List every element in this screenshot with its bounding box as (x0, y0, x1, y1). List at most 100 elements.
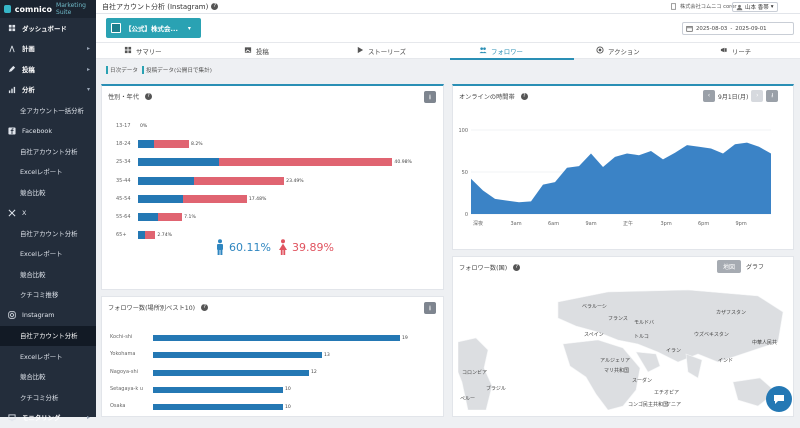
calendar-icon (686, 25, 693, 32)
y-tick-label: 45-54 (116, 196, 131, 202)
date-range-picker[interactable]: 2025-08-03 - 2025-09-01 (682, 22, 794, 35)
data-label: 7.1% (184, 215, 196, 220)
bar-female (194, 177, 284, 185)
x-tick-label: 9am (586, 221, 597, 227)
user-name: 山本 香帯 (745, 3, 769, 11)
sidebar-item[interactable]: X (0, 203, 96, 224)
data-label: 13 (324, 353, 330, 358)
help-icon[interactable]: ? (145, 93, 152, 100)
sidebar-item[interactable]: 自社アカウント分析 (0, 326, 96, 347)
next-day-button[interactable]: › (751, 90, 763, 102)
tab-label: アクション (608, 47, 640, 56)
building-icon (670, 3, 677, 10)
target-icon (596, 46, 604, 56)
tab-image[interactable]: 投稿 (244, 43, 269, 59)
sidebar-item[interactable]: 競合比較 (0, 367, 96, 388)
bar-female (154, 140, 189, 148)
sidebar-item-label: X (22, 209, 26, 217)
toggle-graph-button[interactable]: グラフ (743, 260, 767, 273)
sidebar-item[interactable]: Excelレポート (0, 244, 96, 265)
users-icon (479, 46, 487, 56)
sidebar-item[interactable]: 投稿▸ (0, 59, 96, 80)
top-bar: 自社アカウント分析 (Instagram) ? 株式会社コムニコ corer 山… (96, 0, 800, 14)
sidebar-item-label: Excelレポート (20, 167, 63, 176)
sidebar-item[interactable]: ダッシュボード (0, 18, 96, 39)
note-daily: 日次データ (106, 66, 138, 74)
analysis-tabs: サマリー 投稿 ストーリーズ フォロワー アクション リーチ (96, 42, 800, 59)
sidebar-item[interactable]: 自社アカウント分析 (0, 141, 96, 162)
male-icon (215, 239, 225, 255)
tab-play[interactable]: ストーリーズ (356, 43, 406, 59)
sidebar-item[interactable]: クチコミ推移 (0, 285, 96, 306)
data-label: 19 (402, 336, 408, 341)
tab-megaphone[interactable]: リーチ (720, 43, 751, 59)
y-tick-label: Yokohama (110, 352, 152, 358)
panel-title-text: フォロワー数(場所別ベスト10) (108, 303, 195, 312)
online-date: 9月1日(月) (718, 92, 748, 101)
y-tick-label: 65+ (116, 232, 127, 238)
chat-button[interactable] (766, 386, 792, 412)
sidebar-item[interactable]: Facebook (0, 121, 96, 142)
sub-header: 【公式】株式会... ▾ 2025-08-03 - 2025-09-01 (96, 14, 800, 42)
female-icon (278, 239, 288, 255)
map-label: ベラルーシ (582, 304, 607, 310)
help-icon[interactable]: ? (513, 264, 520, 271)
map-label: コンゴ民主共和国 (628, 401, 668, 408)
help-icon[interactable]: ? (521, 93, 528, 100)
toggle-map-button[interactable]: 地図 (717, 260, 741, 273)
bar-male (138, 140, 154, 148)
sidebar-item[interactable]: 全アカウント一括分析 (0, 100, 96, 121)
bar-location (153, 387, 283, 393)
bar-location (153, 335, 400, 341)
x-tick-label: 正午 (623, 220, 633, 227)
sidebar-item[interactable]: 分析▾ (0, 80, 96, 101)
download-button[interactable]: ⭳ (424, 302, 436, 314)
sidebar-item[interactable]: Excelレポート (0, 162, 96, 183)
sidebar-item[interactable]: 競合比較 (0, 182, 96, 203)
panel-title-country: フォロワー数(国) ? (459, 263, 520, 272)
company-name[interactable]: 株式会社コムニコ corer (670, 3, 737, 10)
sidebar-item[interactable]: 計画▸ (0, 39, 96, 60)
tab-label: フォロワー (491, 47, 523, 56)
account-name: 【公式】株式会... (125, 23, 178, 33)
dashboard-icon (8, 24, 16, 32)
download-button[interactable]: ⭳ (424, 91, 436, 103)
user-menu[interactable]: 山本 香帯 ▾ (732, 2, 778, 12)
sidebar-item[interactable]: 自社アカウント分析 (0, 223, 96, 244)
bar-male (138, 231, 145, 239)
data-label: 12 (311, 370, 317, 375)
tab-grid[interactable]: サマリー (124, 43, 162, 59)
x-tick-label: 3pm (661, 221, 672, 227)
sidebar-item[interactable]: Excelレポート (0, 346, 96, 367)
sidebar-item-label: Excelレポート (20, 352, 63, 361)
chevron-icon: ▾ (87, 86, 90, 93)
help-icon[interactable]: ? (201, 304, 208, 311)
data-notes: 日次データ 投稿データ(公開日で集計) (106, 66, 212, 74)
help-icon[interactable]: ? (211, 3, 218, 10)
brand-logo[interactable]: comnico Marketing Suite (0, 0, 96, 18)
bar-female (219, 158, 392, 166)
tab-target[interactable]: アクション (596, 43, 640, 59)
sidebar-item[interactable]: 競合比較 (0, 264, 96, 285)
map-label: スペイン (584, 332, 604, 338)
sidebar-item[interactable]: Instagram (0, 305, 96, 326)
panel-title-text: フォロワー数(国) (459, 263, 507, 272)
user-icon (736, 4, 743, 11)
sidebar-item[interactable]: モニタリング▸ (0, 408, 96, 428)
account-selector[interactable]: 【公式】株式会... ▾ (106, 18, 201, 38)
bar-male (138, 177, 194, 185)
tab-users[interactable]: フォロワー (479, 43, 523, 59)
compass-icon (8, 45, 16, 53)
bar-location (153, 404, 283, 410)
prev-day-button[interactable]: ‹ (703, 90, 715, 102)
tab-label: サマリー (136, 47, 162, 56)
sidebar: comnico Marketing Suite ダッシュボード計画▸投稿▸分析▾… (0, 0, 96, 417)
female-percent: 39.89% (292, 241, 334, 254)
map-label: アルジェリア (600, 358, 630, 364)
sidebar-item[interactable]: クチコミ分析 (0, 387, 96, 408)
instagram-icon (8, 311, 16, 319)
world-map[interactable]: ベラルーシフランスモルドバカザフスタンスペイントルコウズベキスタン中華人民共アル… (458, 282, 788, 410)
chevron-down-icon: ▾ (771, 4, 774, 10)
download-button[interactable]: ⭳ (766, 90, 778, 102)
